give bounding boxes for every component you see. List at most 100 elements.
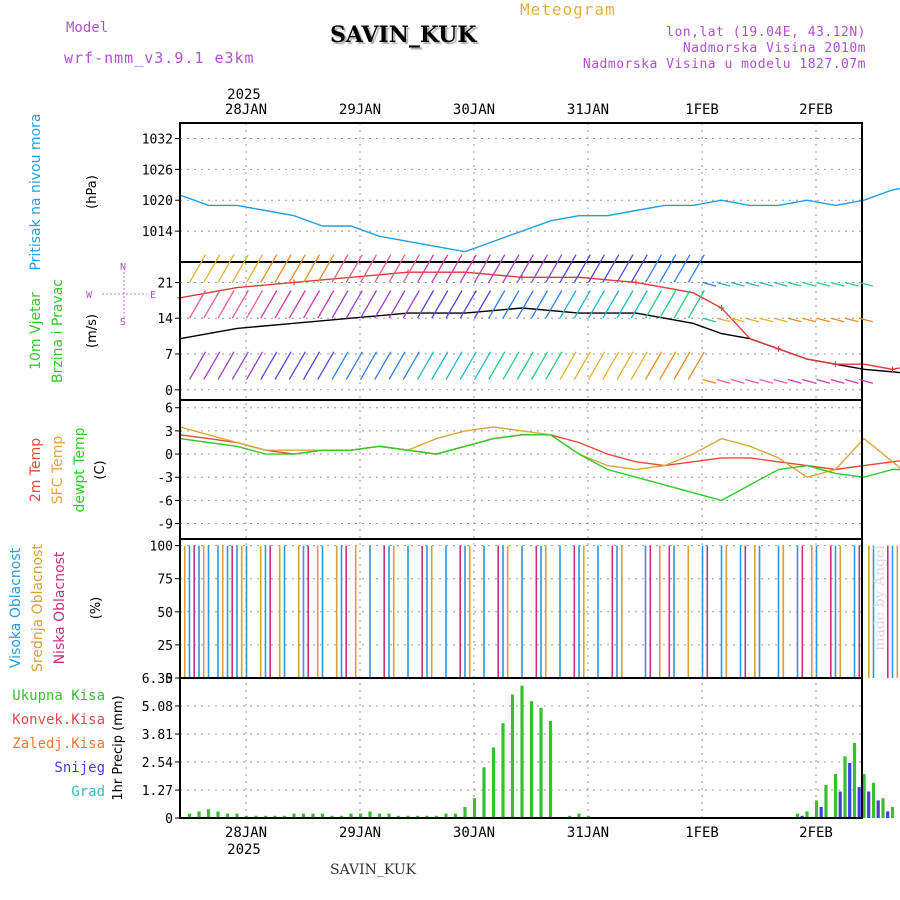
bar-cloud-0 — [853, 545, 856, 678]
bar-precip-0 — [852, 743, 857, 818]
series-temp-0 — [179, 434, 900, 471]
gust-marker — [291, 279, 297, 286]
ytick-label-temp-4: 3 — [165, 425, 173, 440]
wind-barb — [188, 254, 207, 283]
bar-precip-0 — [814, 800, 819, 818]
bar-cloud-2 — [649, 545, 652, 678]
bar-cloud-2 — [345, 545, 347, 678]
bar-cloud-2 — [459, 545, 461, 678]
bar-cloud-0 — [701, 545, 704, 678]
bar-precip-3 — [867, 791, 871, 818]
wind-barb — [659, 254, 677, 283]
wind-barb — [345, 254, 363, 283]
bar-precip-0 — [881, 798, 885, 818]
bar-cloud-1 — [811, 545, 813, 678]
wind-barb — [859, 378, 873, 384]
bar-cloud-2 — [706, 545, 709, 678]
bar-cloud-0 — [502, 545, 504, 678]
precip-legend-3: Snijeg — [54, 760, 105, 776]
bar-cloud-0 — [720, 545, 723, 678]
bar-cloud-1 — [430, 545, 433, 678]
label-pressure: Pritisak na nivou mora — [28, 113, 44, 270]
wind-barb — [787, 281, 802, 287]
wind-barb — [702, 378, 717, 384]
bar-cloud-1 — [754, 545, 756, 678]
footer-station: SAVIN_KUK — [330, 862, 417, 878]
wind-barb — [802, 378, 816, 384]
wind-barb — [830, 281, 845, 287]
gust-marker — [718, 305, 725, 311]
bar-cloud-0 — [188, 545, 191, 678]
wind-barb — [302, 290, 321, 319]
wind-barb — [530, 351, 549, 380]
wind-barb — [730, 281, 745, 287]
bar-precip-0 — [890, 807, 895, 818]
wind-barb — [345, 290, 363, 319]
ytick-label-precip-0: 0 — [165, 812, 173, 827]
wind-barb — [488, 254, 506, 283]
wind-barb — [317, 290, 335, 319]
wind-barb — [260, 254, 278, 283]
wind-barb — [359, 290, 378, 319]
wind-barb — [431, 290, 449, 319]
bar-cloud-2 — [887, 545, 889, 678]
bar-precip-3 — [848, 762, 852, 818]
bar-cloud-1 — [202, 545, 205, 678]
bar-cloud-1 — [468, 545, 471, 678]
bar-precip-3 — [800, 815, 804, 818]
wind-barb — [859, 281, 873, 287]
bar-precip-0 — [273, 815, 277, 818]
bar-cloud-0 — [321, 545, 324, 678]
wind-barb — [402, 254, 420, 283]
bar-precip-0 — [824, 784, 828, 818]
wind-barb — [859, 317, 873, 323]
bar-cloud-0 — [245, 545, 248, 678]
wind-barb — [374, 290, 392, 319]
ytick-label-temp-1: -6 — [157, 494, 173, 509]
compass-north: N — [120, 262, 126, 273]
bar-precip-0 — [482, 767, 486, 818]
bar-cloud-0 — [340, 545, 343, 678]
wind-barb — [388, 290, 406, 319]
wind-barb — [773, 378, 788, 384]
wind-barb — [274, 290, 292, 319]
bar-cloud-0 — [891, 545, 894, 678]
bar-precip-0 — [244, 815, 249, 818]
wind-barb — [217, 290, 235, 319]
wind-barb — [644, 351, 663, 380]
bar-cloud-2 — [858, 545, 861, 678]
ytick-label-pressure-1: 1020 — [142, 194, 173, 209]
bar-precip-0 — [434, 815, 439, 818]
wind-barb — [616, 351, 634, 380]
label-temp-dewpt: dewpt Temp — [72, 427, 88, 512]
ytick-label-precip-1: 1.27 — [142, 784, 173, 799]
bar-cloud-1 — [868, 545, 870, 678]
top-day-label-30jan: 30JAN — [453, 102, 495, 118]
wind-barb — [730, 317, 745, 323]
bar-precip-0 — [368, 811, 372, 818]
ytick-label-cloud-1: 25 — [157, 639, 173, 654]
bar-cloud-0 — [872, 545, 875, 678]
wind-barb — [759, 378, 774, 384]
bar-precip-0 — [339, 815, 344, 818]
ytick-label-wind-1: 7 — [165, 348, 173, 363]
bar-cloud-0 — [777, 545, 780, 678]
bar-cloud-1 — [278, 545, 281, 678]
wind-barb — [203, 254, 221, 283]
wind-barb — [559, 351, 577, 380]
bar-cloud-2 — [535, 545, 538, 678]
wind-barb — [288, 290, 306, 319]
bar-cloud-0 — [597, 545, 599, 678]
bar-precip-0 — [510, 694, 515, 818]
wind-barb — [816, 281, 831, 287]
top-day-label-2feb: 2FEB — [799, 102, 833, 118]
wind-barb — [573, 254, 591, 283]
wind-barb — [502, 351, 520, 380]
bar-precip-0 — [377, 813, 382, 818]
wind-barb — [217, 351, 235, 380]
bar-cloud-2 — [383, 545, 385, 678]
compass-south: S — [120, 317, 126, 328]
bar-cloud-1 — [545, 545, 547, 678]
wind-barb — [559, 290, 577, 319]
